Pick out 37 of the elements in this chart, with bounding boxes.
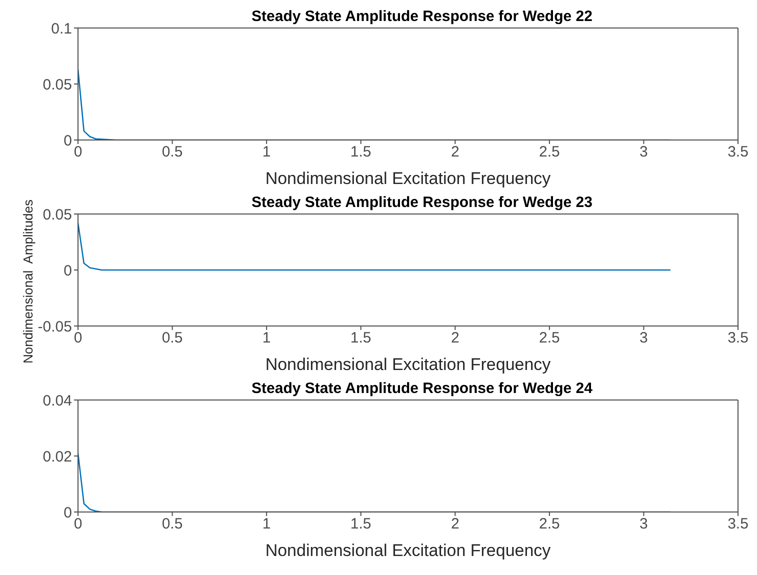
x-tick-label: 2.5 [539,144,560,161]
y-tick-label: -0.05 [38,318,72,336]
chart-title: Steady State Amplitude Response for Wedge 24 [250,380,594,397]
x-tick-label: 3 [640,516,648,533]
y-tick-label: 0.1 [51,20,72,38]
x-tick-label: 2.5 [539,330,560,347]
x-tick-label: 1 [262,144,271,161]
x-tick-label: 0.5 [162,516,183,533]
chart-title: Steady State Amplitude Response for Wedge 22 [250,8,594,25]
x-tick-label: 3 [640,144,648,161]
y-tick-label: 0.02 [42,448,72,466]
x-tick-label: 1.5 [350,144,372,161]
y-tick-label: 0.05 [42,76,72,94]
x-tick-label: 2 [450,516,460,533]
chart-title: Steady State Amplitude Response for Wedge 23 [250,194,594,211]
x-tick-label: 3.5 [728,330,748,347]
x-tick-label: 3.5 [728,516,748,533]
y-tick-label: 0.05 [42,206,72,224]
x-tick-label: 2 [450,144,460,161]
x-tick-label: 1.5 [350,516,372,533]
x-tick-label: 1.5 [350,330,372,347]
x-tick-label: 2 [450,330,460,347]
x-axis-title: Nondimensional Excitation Frequency [265,169,552,188]
x-tick-label: 0.5 [162,144,183,161]
x-tick-label: 3.5 [728,144,748,161]
x-axis-title: Nondimensional Excitation Frequency [265,541,552,560]
x-tick-label: 2.5 [539,516,560,533]
x-tick-label: 0.5 [162,330,183,347]
y-axis-title: Nondimensional Amplitudes [20,198,36,366]
y-tick-label: 0 [64,132,72,150]
y-tick-label: 0 [64,504,72,522]
x-tick-label: 1 [262,516,271,533]
x-axis-title: Nondimensional Excitation Frequency [265,355,552,374]
x-tick-label: 3 [640,330,648,347]
y-tick-label: 0 [64,262,72,280]
x-tick-label: 1 [262,330,271,347]
y-tick-label: 0.04 [42,392,72,410]
